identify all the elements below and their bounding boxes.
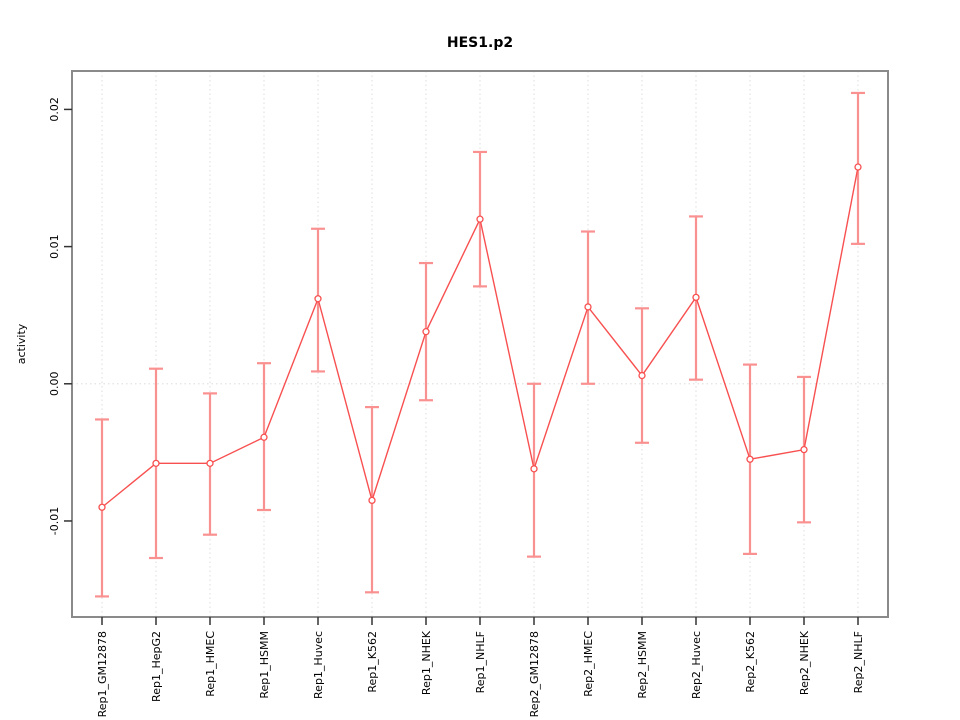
x-tick-label: Rep2_NHLF [852, 631, 865, 693]
x-tick-label: Rep2_HMEC [582, 631, 595, 697]
x-tick-label: Rep1_NHLF [474, 631, 487, 693]
x-tick-label: Rep2_Huvec [690, 631, 703, 699]
data-point [422, 328, 430, 336]
axes-layer: -0.01 0.00 0.01 0.02 Rep1_GM12878 Rep1_HepG2 R… [48, 70, 889, 717]
x-tick-label: Rep2_K562 [744, 631, 757, 693]
y-tick-label: -0.01 [48, 507, 61, 535]
data-point [476, 215, 484, 223]
x-tick-label: Rep1_HMEC [204, 631, 217, 697]
data-point [800, 445, 808, 454]
x-tick-label: Rep1_GM12878 [96, 631, 109, 717]
chart-title: HES1.p2 [447, 35, 513, 51]
data-point [638, 371, 646, 380]
data-point [260, 433, 268, 441]
x-tick-label: Rep1_HepG2 [150, 631, 163, 702]
data-series [95, 91, 865, 598]
data-point [98, 503, 106, 511]
data-point [368, 496, 376, 505]
y-tick-label: 0.02 [48, 97, 61, 122]
data-point [314, 295, 322, 303]
data-point [206, 459, 214, 468]
data-point [854, 163, 862, 171]
x-tick-label: Rep1_Huvec [312, 631, 325, 699]
data-point [692, 293, 700, 302]
y-axis-label: activity [15, 323, 28, 364]
x-tick-label: Rep2_HSMM [636, 631, 649, 699]
x-tick-label: Rep1_K562 [366, 631, 379, 693]
x-tick-label: Rep2_GM12878 [528, 631, 541, 717]
data-point [530, 465, 538, 473]
y-tick-label: 0.01 [48, 234, 61, 259]
data-point [152, 459, 160, 468]
x-tick-label: Rep1_HSMM [258, 631, 271, 699]
x-tick-label: Rep1_NHEK [420, 630, 433, 695]
x-tick-label: Rep2_NHEK [798, 630, 811, 695]
data-point [584, 303, 592, 311]
data-point [746, 455, 754, 463]
y-tick-label: 0.00 [48, 372, 61, 397]
